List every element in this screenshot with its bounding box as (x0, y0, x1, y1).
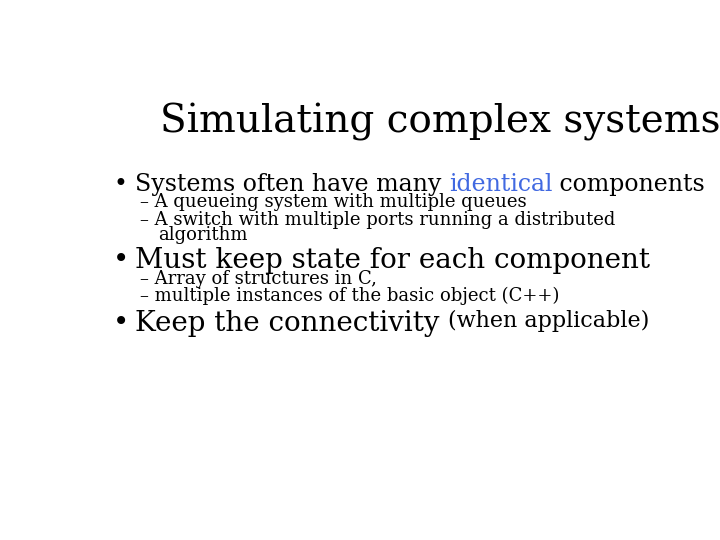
Text: – A queueing system with multiple queues: – A queueing system with multiple queues (140, 193, 527, 211)
Text: – multiple instances of the basic object (C++): – multiple instances of the basic object… (140, 287, 559, 305)
Text: components: components (552, 173, 705, 195)
Text: •: • (113, 173, 127, 195)
Text: (when applicable): (when applicable) (449, 309, 649, 332)
Text: algorithm: algorithm (158, 226, 248, 245)
Text: Systems often have many: Systems often have many (135, 173, 449, 195)
Text: – Array of structures in C,: – Array of structures in C, (140, 269, 377, 288)
Text: identical: identical (449, 173, 552, 195)
Text: Simulating complex systems: Simulating complex systems (160, 103, 720, 141)
Text: •: • (113, 247, 130, 274)
Text: •: • (113, 309, 130, 336)
Text: Keep the connectivity: Keep the connectivity (135, 309, 449, 336)
Text: Must keep state for each component: Must keep state for each component (135, 247, 650, 274)
Text: – A switch with multiple ports running a distributed: – A switch with multiple ports running a… (140, 211, 616, 229)
